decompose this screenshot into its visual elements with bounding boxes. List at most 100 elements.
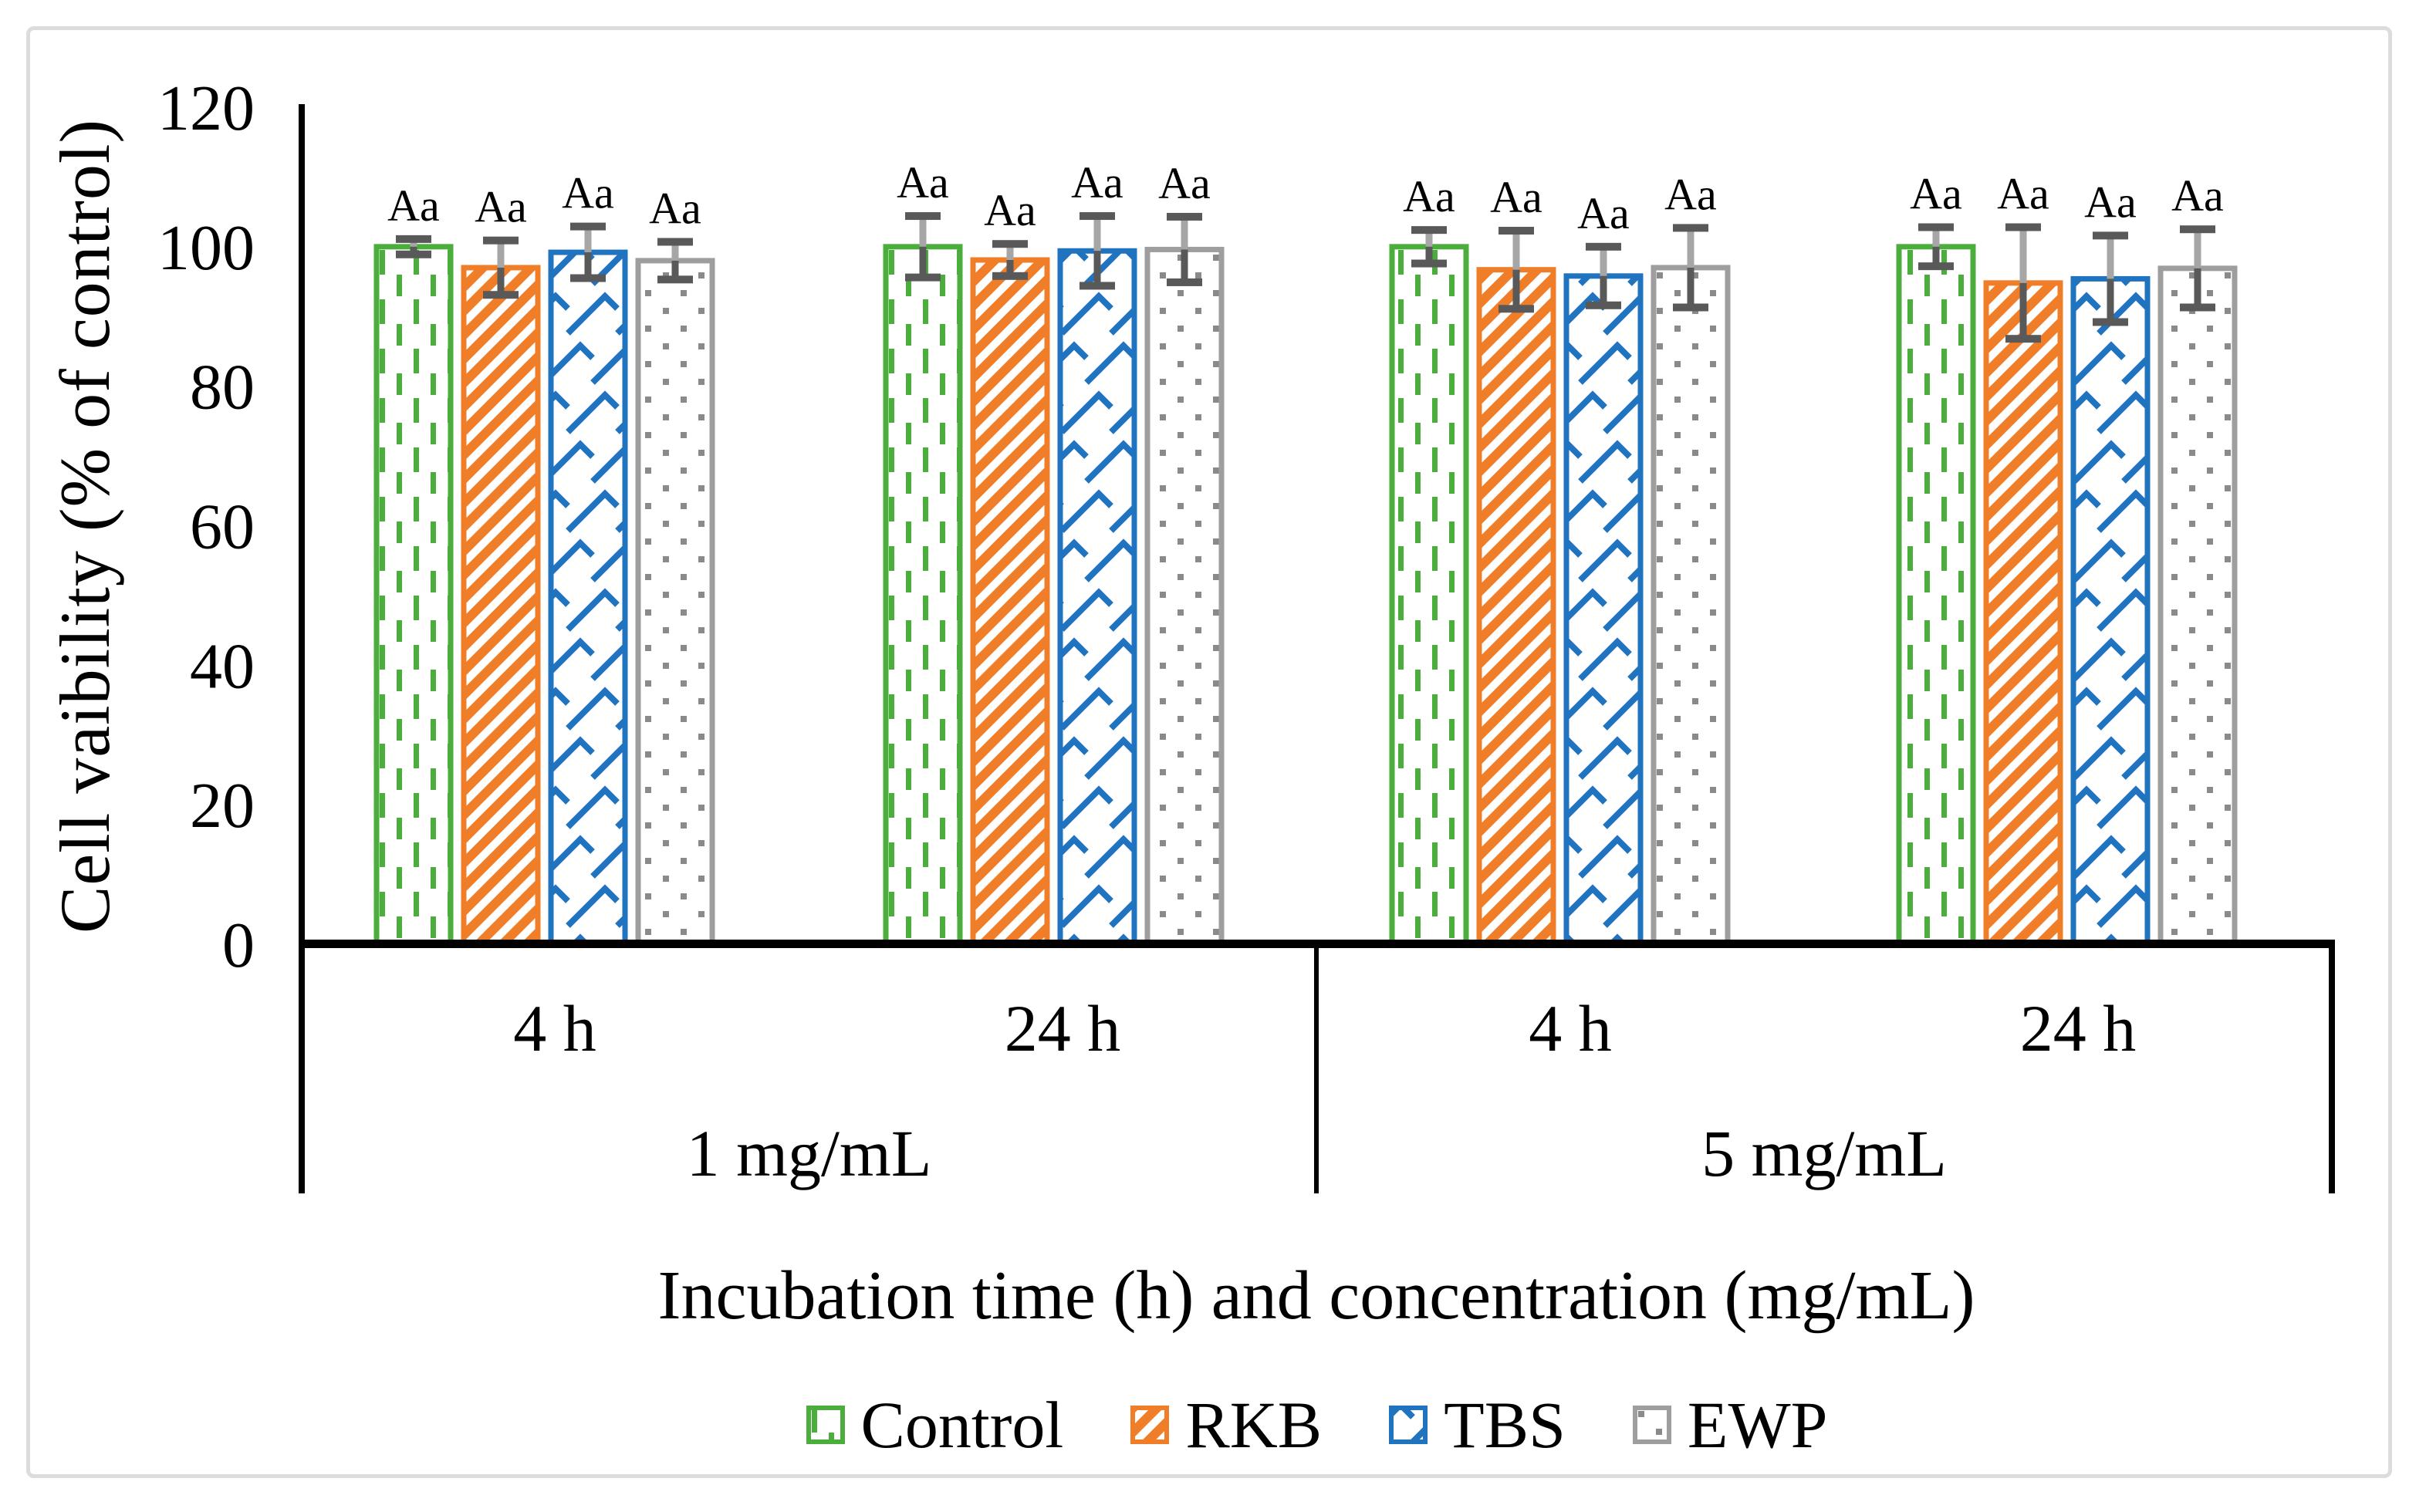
error-cap-top xyxy=(1167,212,1202,221)
error-cap-top xyxy=(1673,224,1708,232)
bar-tbs-group4 xyxy=(2070,275,2151,947)
error-cap-top xyxy=(1918,223,1954,231)
legend-swatch-diagonal-stripes xyxy=(1130,1406,1170,1444)
error-stem-upper xyxy=(584,226,592,253)
error-stem-upper xyxy=(2194,229,2201,268)
time-label: 4 h xyxy=(513,991,596,1065)
significance-label: Aa xyxy=(1664,169,1717,219)
significance-label: Aa xyxy=(1071,157,1123,208)
significance-label: Aa xyxy=(1158,158,1211,208)
bar-control-group4 xyxy=(1896,244,1976,947)
legend-swatch-rect xyxy=(806,1406,845,1444)
error-stem-lower xyxy=(1093,251,1101,286)
significance-label: Aa xyxy=(2084,177,2137,227)
error-stem-upper xyxy=(1932,227,1940,247)
error-cap-bottom xyxy=(396,250,431,258)
significance-label: Aa xyxy=(562,168,614,218)
error-stem-lower xyxy=(1006,260,1014,276)
error-cap-bottom xyxy=(1167,278,1202,286)
legend-label: RKB xyxy=(1185,1388,1323,1462)
y-tick-label: 60 xyxy=(190,491,255,563)
error-cap-bottom xyxy=(2093,318,2128,326)
significance-label: Aa xyxy=(1910,169,1962,219)
error-stem-lower xyxy=(919,246,927,278)
time-label: 24 h xyxy=(2020,991,2137,1065)
error-cap-bottom xyxy=(483,291,519,299)
error-cap-top xyxy=(1586,242,1621,251)
error-cap-top xyxy=(992,240,1028,248)
significance-label: Aa xyxy=(387,181,440,231)
bar-rkb-group4 xyxy=(1983,280,2063,947)
error-cap-bottom xyxy=(1918,262,1954,271)
legend-item-control: Control xyxy=(806,1386,1064,1463)
error-cap-bottom xyxy=(992,272,1028,280)
category-divider xyxy=(1314,944,1319,1193)
legend-label: TBS xyxy=(1444,1388,1566,1462)
error-stem-lower xyxy=(671,260,679,280)
error-stem-lower xyxy=(2019,282,2027,339)
error-cap-top xyxy=(1411,226,1447,235)
error-stem-upper xyxy=(2107,235,2114,279)
time-label: 24 h xyxy=(1005,991,1121,1065)
error-stem-upper xyxy=(1181,216,1188,250)
error-stem-upper xyxy=(1093,216,1101,251)
significance-label: Aa xyxy=(1997,169,2049,219)
legend-swatch-rect xyxy=(1130,1406,1170,1444)
error-stem-lower xyxy=(1181,249,1188,282)
error-stem-upper xyxy=(919,216,927,247)
error-cap-bottom xyxy=(905,273,941,282)
bar-tbs-group2 xyxy=(1057,248,1137,947)
error-stem-lower xyxy=(1425,246,1433,264)
bar-rkb-group2 xyxy=(970,257,1050,947)
plot-right-line xyxy=(2329,944,2335,1193)
error-cap-bottom xyxy=(1411,259,1447,268)
y-tick-label: 20 xyxy=(190,770,255,842)
significance-label: Aa xyxy=(984,185,1036,235)
error-cap-bottom xyxy=(1586,301,1621,309)
error-cap-bottom xyxy=(570,274,606,282)
significance-label: Aa xyxy=(649,184,701,234)
error-stem-lower xyxy=(2194,268,2201,308)
legend-swatch-dots xyxy=(1632,1406,1671,1444)
y-tick-label: 120 xyxy=(157,73,255,144)
error-stem-lower xyxy=(1600,275,1607,305)
legend-item-tbs: TBS xyxy=(1388,1386,1566,1463)
legend-swatch-shingle xyxy=(1389,1406,1428,1444)
significance-label: Aa xyxy=(1403,171,1455,221)
y-tick-label: 0 xyxy=(222,910,255,981)
significance-label: Aa xyxy=(1490,172,1542,222)
error-cap-top xyxy=(657,238,693,246)
error-stem-lower xyxy=(497,267,505,295)
error-stem-upper xyxy=(1425,230,1433,247)
legend-label: EWP xyxy=(1687,1388,1828,1462)
bar-tbs-group3 xyxy=(1563,273,1644,947)
legend-swatch-rect xyxy=(1632,1406,1671,1444)
error-cap-top xyxy=(905,212,941,221)
concentration-label: 1 mg/mL xyxy=(687,1116,932,1190)
error-stem-upper xyxy=(497,240,505,268)
error-stem-lower xyxy=(2107,278,2114,322)
error-stem-lower xyxy=(1932,246,1940,267)
error-cap-bottom xyxy=(2180,303,2215,312)
error-cap-top xyxy=(1080,212,1115,221)
y-tick-label: 80 xyxy=(190,352,255,424)
legend-swatch-dashed-vertical xyxy=(806,1406,845,1444)
y-axis-line xyxy=(299,104,305,1193)
error-cap-top xyxy=(2005,223,2041,231)
error-cap-top xyxy=(2093,231,2128,240)
error-stem-upper xyxy=(1006,244,1014,261)
legend-swatch-rect xyxy=(1389,1406,1428,1444)
legend-item-ewp: EWP xyxy=(1632,1386,1828,1463)
time-label: 4 h xyxy=(1529,991,1612,1065)
legend-label: Control xyxy=(860,1388,1064,1462)
error-stem-lower xyxy=(1512,269,1520,309)
error-cap-bottom xyxy=(657,275,693,284)
error-cap-top xyxy=(483,236,519,245)
significance-label: Aa xyxy=(2171,170,2224,221)
error-cap-top xyxy=(2180,225,2215,234)
error-stem-lower xyxy=(1687,267,1694,308)
legend-item-rkb: RKB xyxy=(1130,1386,1322,1463)
x-axis-title: Incubation time (h) and concentration (m… xyxy=(657,1257,1975,1334)
